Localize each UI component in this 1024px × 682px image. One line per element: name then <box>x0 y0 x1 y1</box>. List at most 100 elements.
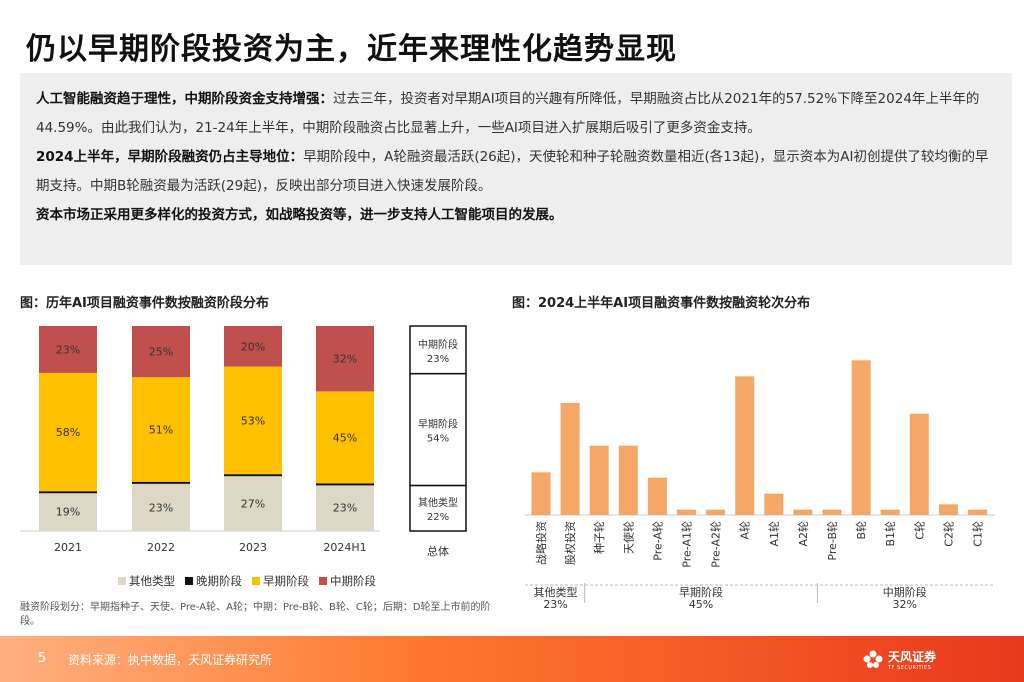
total-label-pct-早期阶段: 54% <box>427 434 449 445</box>
bar-B轮 <box>851 360 871 515</box>
summary-paragraph-3: 资本市场正采用更多样化的投资方式，如战略投资等，进一步支持人工智能项目的发展。 <box>36 201 996 230</box>
data-label-2024H1-早期阶段: 45% <box>333 431 357 444</box>
summary-p1-heading: 人工智能融资趋于理性，中期阶段资金支持增强： <box>36 91 333 107</box>
bar-segment-2024H1-其他类型 <box>316 483 374 531</box>
page-number: 5 <box>38 651 47 666</box>
group-label-其他类型: 其他类型 <box>534 585 578 599</box>
bar-C2轮 <box>938 504 958 515</box>
group-label-早期阶段: 早期阶段 <box>679 585 723 599</box>
bar-C轮 <box>909 413 929 515</box>
bar-segment-2024H1-早期阶段 <box>316 391 374 484</box>
legend-item-late: 晚期阶段 <box>185 573 242 589</box>
x-tick-label-2023: 2023 <box>239 541 267 554</box>
x-tick-label-2021: 2021 <box>54 541 82 554</box>
data-label-2023-中期阶段: 20% <box>241 340 265 353</box>
summary-box: 人工智能融资趋于理性，中期阶段资金支持增强：过去三年，投资者对早期AI项目的兴趣… <box>20 73 1012 265</box>
summary-paragraph-2: 2024上半年，早期阶段融资仍占主导地位：早期阶段中，A轮融资最活跃(26起)，… <box>36 143 996 201</box>
x-tick-label-2022: 2022 <box>147 541 175 554</box>
x-tick-label-B1轮: B1轮 <box>883 521 897 547</box>
round-distribution-chart: 战略投资 股权投资 种子轮 天使轮 Pre-A轮 Pre-A1轮 Pre-A2轮 A轮 A1轮 A… <box>525 360 995 611</box>
x-tick-label-A1轮: A1轮 <box>767 521 781 547</box>
bar-Pre-A2轮 <box>706 509 726 515</box>
data-label-2024H1-其他类型: 23% <box>333 501 357 514</box>
legend-label-other: 其他类型 <box>129 574 175 588</box>
bar-segment-2021-晚期阶段 <box>39 491 97 494</box>
x-tick-label-A2轮: A2轮 <box>796 521 810 547</box>
legend-item-mid: 中期阶段 <box>319 573 376 589</box>
legend-swatch-late <box>185 577 193 585</box>
x-tick-label-天使轮: 天使轮 <box>621 521 635 554</box>
summary-paragraph-1: 人工智能融资趋于理性，中期阶段资金支持增强：过去三年，投资者对早期AI项目的兴趣… <box>36 85 996 143</box>
bar-C1轮 <box>968 509 987 515</box>
bar-A2轮 <box>793 509 813 515</box>
total-label-pct-中期阶段: 23% <box>427 354 449 365</box>
bar-segment-2023-其他类型 <box>224 476 282 531</box>
group-pct-中期阶段: 32% <box>893 598 917 611</box>
bar-战略投资 <box>531 472 551 515</box>
x-tick-label-种子轮: 种子轮 <box>592 521 606 554</box>
legend-label-early: 早期阶段 <box>263 574 309 588</box>
x-tick-label-C轮: C轮 <box>912 521 926 540</box>
data-source: 资料来源：执中数据，天风证券研究所 <box>68 653 273 667</box>
summary-p2-text: 早期阶段中，A轮融资最活跃(26起)，天使轮和种子轮融资数量相近(各13起)，显… <box>36 149 989 194</box>
bar-segment-2023-晚期阶段 <box>224 474 282 477</box>
total-label-pct-其他类型: 22% <box>427 512 449 523</box>
bar-Pre-A1轮 <box>677 509 696 515</box>
group-label-中期阶段: 中期阶段 <box>883 585 927 599</box>
bar-segment-2024H1-中期阶段 <box>316 326 374 392</box>
bar-A轮 <box>735 376 755 515</box>
stage-definition-footnote: 融资阶段划分：早期指种子、天使、Pre-A轮、A轮；中期：Pre-B轮、B轮、C… <box>20 602 491 627</box>
bar-B1轮 <box>880 509 900 515</box>
x-tick-label-B轮: B轮 <box>854 521 868 540</box>
legend-label-mid: 中期阶段 <box>330 574 376 588</box>
data-label-2021-其他类型: 19% <box>56 506 80 519</box>
data-label-2022-中期阶段: 25% <box>149 346 173 359</box>
legend-swatch-early <box>252 577 260 585</box>
legend-label-late: 晚期阶段 <box>196 574 242 588</box>
bar-segment-2022-早期阶段 <box>132 377 190 482</box>
logo-text: 天风证券 TF SECURITIES <box>888 648 936 671</box>
total-label-name-其他类型: 其他类型 <box>418 496 458 509</box>
data-label-2023-早期阶段: 53% <box>241 414 265 427</box>
bar-Pre-A轮 <box>647 477 667 515</box>
bar-segment-2022-晚期阶段 <box>132 481 190 484</box>
data-label-2024H1-中期阶段: 32% <box>333 353 357 366</box>
total-segment-其他类型 <box>409 484 467 532</box>
stage-distribution-chart: 19%0%58%23%202123%1%51%25%202227%1%53%20… <box>20 325 467 558</box>
summary-p3-heading: 资本市场正采用更多样化的投资方式，如战略投资等，进一步支持人工智能项目的发展。 <box>36 207 563 223</box>
chart1-title: 图：历年AI项目融资事件数按融资阶段分布 <box>20 296 269 311</box>
x-tick-label-total: 总体 <box>427 544 449 558</box>
page-title: 仍以早期阶段投资为主，近年来理性化趋势显现 <box>26 32 677 67</box>
data-label-2023-其他类型: 27% <box>241 498 265 511</box>
x-tick-label-Pre-A2轮: Pre-A2轮 <box>709 521 723 568</box>
bar-segment-2021-早期阶段 <box>39 372 97 492</box>
bar-segment-2022-其他类型 <box>132 483 190 531</box>
bar-segment-2022-中期阶段 <box>132 326 190 378</box>
data-label-2022-早期阶段: 51% <box>149 424 173 437</box>
company-logo: 天风证券 TF SECURITIES <box>862 648 936 671</box>
summary-p1-text: 过去三年，投资者对早期AI项目的兴趣有所降低，早期融资占比从2021年的57.5… <box>36 91 980 136</box>
legend-item-early: 早期阶段 <box>252 573 309 589</box>
flower-logo-icon <box>863 650 883 668</box>
bar-segment-2023-中期阶段 <box>224 326 282 367</box>
x-tick-label-战略投资: 战略投资 <box>534 521 548 565</box>
summary-p2-heading: 2024上半年，早期阶段融资仍占主导地位： <box>36 149 304 165</box>
bar-segment-2023-早期阶段 <box>224 366 282 475</box>
bar-天使轮 <box>618 445 638 515</box>
x-tick-label-C1轮: C1轮 <box>971 521 985 547</box>
bar-A1轮 <box>764 493 784 515</box>
x-tick-label-C2轮: C2轮 <box>941 521 955 547</box>
legend-item-other: 其他类型 <box>118 573 175 589</box>
total-label-name-早期阶段: 早期阶段 <box>418 418 458 431</box>
total-label-name-中期阶段: 中期阶段 <box>418 338 458 351</box>
logo-text-cn: 天风证券 <box>888 650 937 664</box>
data-label-2021-中期阶段: 23% <box>56 343 80 356</box>
x-tick-label-Pre-A1轮: Pre-A1轮 <box>680 521 694 568</box>
group-pct-其他类型: 23% <box>543 598 567 611</box>
bar-segment-2021-其他类型 <box>39 492 97 531</box>
legend-swatch-other <box>118 577 126 585</box>
data-label-2021-早期阶段: 58% <box>56 426 80 439</box>
bar-segment-2021-中期阶段 <box>39 326 97 373</box>
data-label-2022-其他类型: 23% <box>149 501 173 514</box>
bar-segment-2024H1-晚期阶段 <box>316 483 374 486</box>
